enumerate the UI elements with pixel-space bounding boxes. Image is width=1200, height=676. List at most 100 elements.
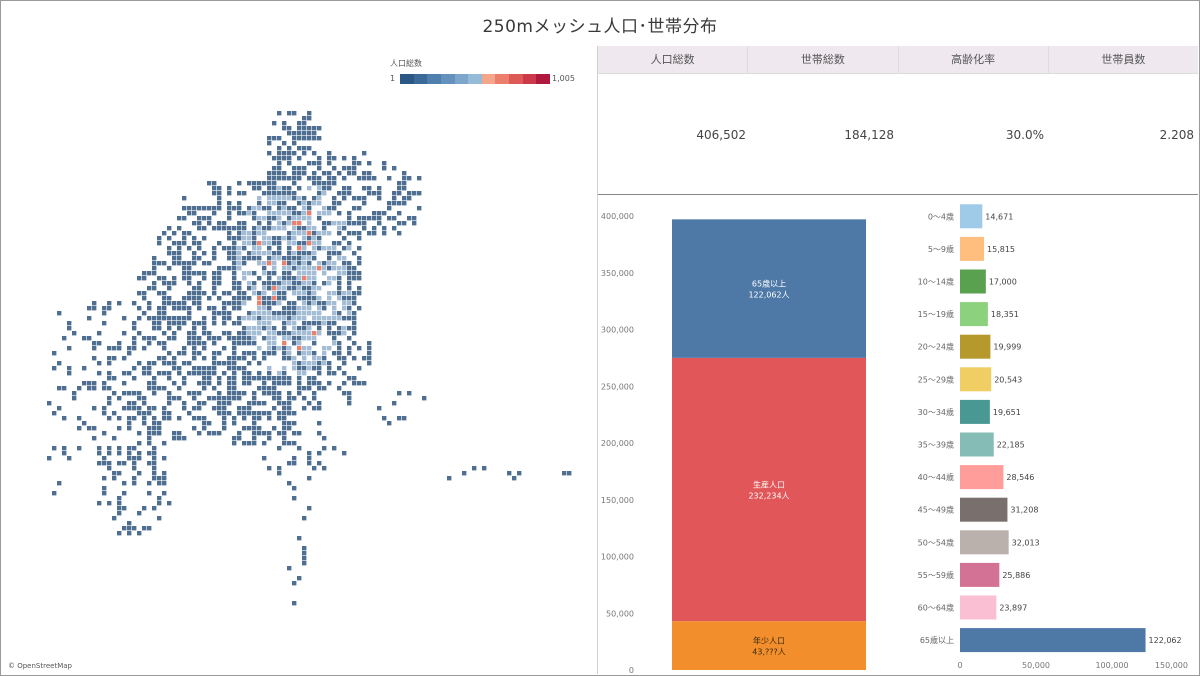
mesh-cell[interactable] [142,311,147,316]
mesh-cell[interactable] [352,296,357,301]
mesh-cell[interactable] [162,311,167,316]
mesh-cell[interactable] [262,431,267,436]
mesh-cell[interactable] [152,376,157,381]
mesh-cell[interactable] [317,371,322,376]
mesh-cell[interactable] [137,291,142,296]
mesh-cell[interactable] [322,356,327,361]
mesh-cell[interactable] [332,201,337,206]
mesh-cell[interactable] [347,171,352,176]
mesh-cell[interactable] [367,216,372,221]
mesh-cell[interactable] [272,226,277,231]
mesh-cell[interactable] [292,151,297,156]
mesh-cell[interactable] [137,406,142,411]
mesh-cell[interactable] [312,271,317,276]
mesh-cell[interactable] [297,311,302,316]
mesh-cell[interactable] [372,191,377,196]
mesh-cell[interactable] [282,441,287,446]
mesh-cell[interactable] [132,341,137,346]
mesh-cell[interactable] [252,351,257,356]
mesh-cell[interactable] [197,286,202,291]
mesh-cell[interactable] [167,321,172,326]
mesh-cell[interactable] [127,456,132,461]
mesh-cell[interactable] [287,246,292,251]
mesh-cell[interactable] [402,221,407,226]
mesh-cell[interactable] [297,176,302,181]
mesh-cell[interactable] [117,506,122,511]
mesh-cell[interactable] [327,281,332,286]
mesh-cell[interactable] [132,301,137,306]
mesh-cell[interactable] [197,291,202,296]
mesh-cell[interactable] [302,306,307,311]
mesh-cell[interactable] [92,436,97,441]
mesh-cell[interactable] [272,336,277,341]
mesh-cell[interactable] [342,361,347,366]
mesh-cell[interactable] [217,241,222,246]
mesh-cell[interactable] [207,421,212,426]
mesh-cell[interactable] [307,461,312,466]
mesh-cell[interactable] [287,336,292,341]
mesh-cell[interactable] [287,131,292,136]
mesh-cell[interactable] [302,261,307,266]
mesh-cell[interactable] [272,286,277,291]
mesh-cell[interactable] [157,501,162,506]
mesh-cell[interactable] [112,346,117,351]
mesh-cell[interactable] [232,301,237,306]
mesh-cell[interactable] [262,236,267,241]
mesh-cell[interactable] [337,366,342,371]
mesh-cell[interactable] [297,256,302,261]
mesh-cell[interactable] [317,246,322,251]
mesh-cell[interactable] [232,351,237,356]
mesh-cell[interactable] [307,311,312,316]
mesh-cell[interactable] [267,301,272,306]
mesh-cell[interactable] [312,226,317,231]
mesh-cell[interactable] [172,436,177,441]
mesh-cell[interactable] [277,316,282,321]
mesh-cell[interactable] [242,326,247,331]
mesh-cell[interactable] [87,336,92,341]
mesh-cell[interactable] [352,321,357,326]
mesh-cell[interactable] [482,466,487,471]
mesh-cell[interactable] [232,441,237,446]
mesh-cell[interactable] [357,306,362,311]
mesh-cell[interactable] [277,216,282,221]
mesh-cell[interactable] [237,281,242,286]
mesh-cell[interactable] [292,206,297,211]
mesh-cell[interactable] [392,226,397,231]
mesh-cell[interactable] [292,236,297,241]
mesh-cells[interactable] [47,111,572,606]
mesh-cell[interactable] [312,241,317,246]
mesh-cell[interactable] [337,271,342,276]
mesh-cell[interactable] [187,316,192,321]
mesh-cell[interactable] [287,176,292,181]
mesh-cell[interactable] [222,406,227,411]
mesh-cell[interactable] [107,306,112,311]
mesh-cell[interactable] [232,396,237,401]
mesh-cell[interactable] [267,326,272,331]
mesh-cell[interactable] [247,406,252,411]
mesh-cell[interactable] [277,251,282,256]
mesh-cell[interactable] [187,306,192,311]
mesh-cell[interactable] [307,271,312,276]
mesh-cell[interactable] [177,241,182,246]
mesh-cell[interactable] [142,411,147,416]
mesh-cell[interactable] [287,406,292,411]
mesh-cell[interactable] [357,261,362,266]
mesh-cell[interactable] [137,396,142,401]
mesh-cell[interactable] [257,331,262,336]
mesh-cell[interactable] [317,356,322,361]
mesh-cell[interactable] [57,481,62,486]
mesh-cell[interactable] [267,341,272,346]
mesh-cell[interactable] [157,311,162,316]
mesh-cell[interactable] [117,346,122,351]
mesh-cell[interactable] [292,321,297,326]
mesh-cell[interactable] [332,266,337,271]
mesh-cell[interactable] [232,421,237,426]
mesh-cell[interactable] [177,306,182,311]
mesh-cell[interactable] [342,331,347,336]
mesh-cell[interactable] [372,211,377,216]
mesh-cell[interactable] [227,311,232,316]
mesh-cell[interactable] [307,381,312,386]
mesh-cell[interactable] [322,436,327,441]
mesh-cell[interactable] [292,191,297,196]
mesh-cell[interactable] [322,271,327,276]
